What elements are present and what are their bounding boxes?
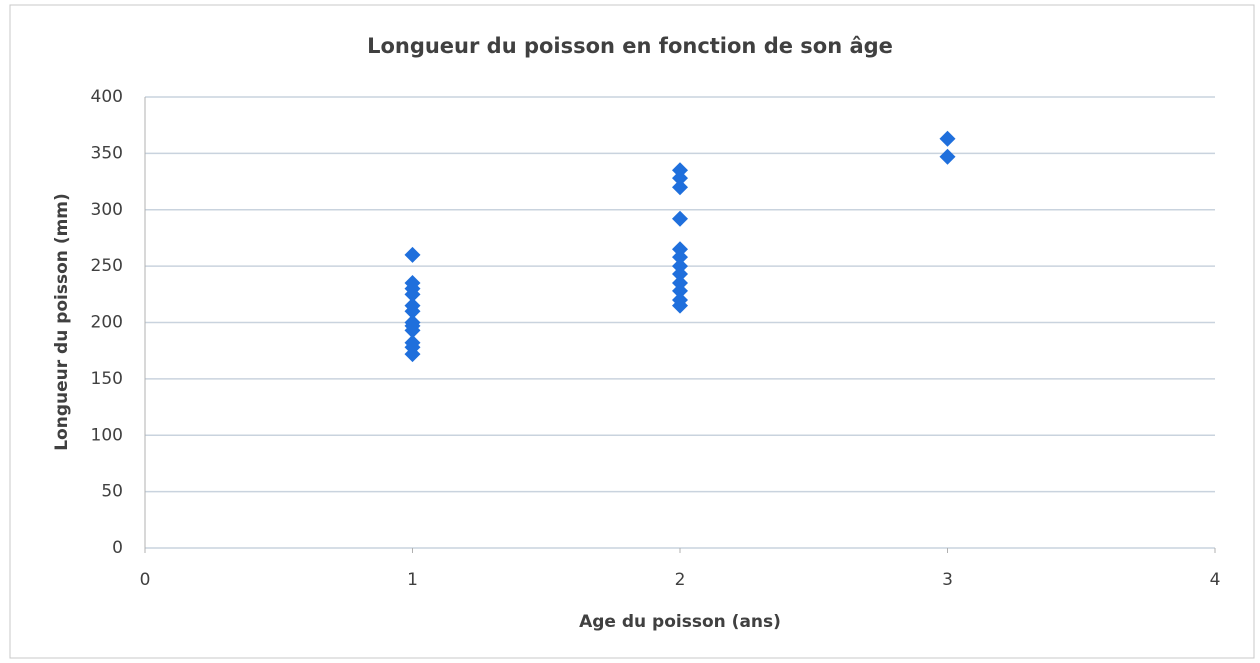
point — [672, 170, 688, 187]
point — [404, 346, 421, 363]
x-tick-label: 3 — [942, 570, 953, 590]
x-tick-label: 4 — [1210, 570, 1221, 590]
point — [404, 303, 421, 320]
y-tick-label: 200 — [91, 313, 123, 333]
point — [672, 266, 688, 283]
point — [672, 282, 688, 299]
y-tick-label: 400 — [91, 87, 123, 107]
point — [672, 297, 688, 314]
point — [939, 130, 956, 147]
y-tick-label: 350 — [91, 143, 123, 163]
x-tick-label: 0 — [140, 570, 151, 590]
point — [672, 179, 688, 196]
chart-frame — [9, 4, 1255, 659]
point — [404, 246, 421, 263]
y-tick-label: 150 — [91, 369, 123, 389]
y-tick-label: 100 — [91, 425, 123, 445]
y-tick-label: 250 — [91, 256, 123, 276]
point — [672, 249, 688, 266]
y-tick-label: 300 — [91, 200, 123, 220]
point — [939, 148, 956, 165]
x-tick-label: 2 — [675, 570, 686, 590]
y-tick-label: 0 — [112, 538, 123, 558]
point — [404, 322, 421, 339]
chart-title: Longueur du poisson en fonction de son â… — [367, 34, 893, 58]
x-tick-label: 1 — [407, 570, 418, 590]
point — [404, 286, 421, 303]
y-tick-label: 50 — [101, 482, 123, 502]
y-axis-label: Longueur du poisson (mm) — [52, 193, 72, 451]
x-axis-label: Age du poisson (ans) — [579, 612, 781, 632]
point — [672, 210, 688, 227]
